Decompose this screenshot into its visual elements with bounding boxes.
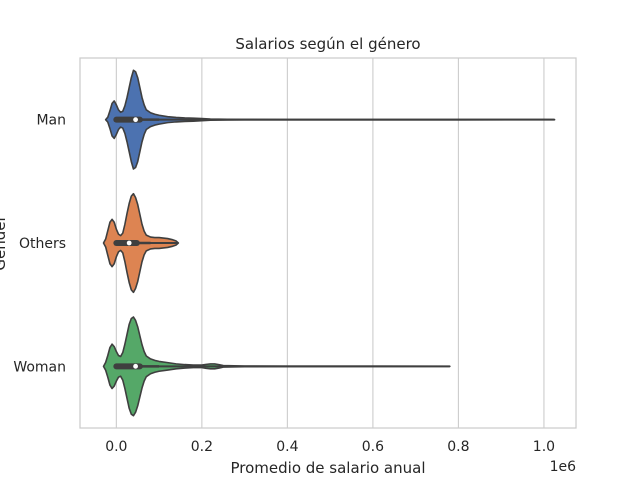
y-tick-labels: Man Others Woman xyxy=(13,113,66,376)
chart-title: Salarios según el género xyxy=(235,35,420,53)
x-tick-label: 0.8 xyxy=(447,439,469,455)
x-offset-label: 1e6 xyxy=(550,459,577,475)
grid-lines xyxy=(115,58,545,428)
median-dot xyxy=(133,117,138,123)
plot-frame xyxy=(79,57,577,429)
median-dot xyxy=(126,240,132,246)
x-tick-label: 0.6 xyxy=(362,439,384,455)
y-axis-label: Gender xyxy=(0,215,9,271)
x-axis-label: Promedio de salario anual xyxy=(231,459,426,477)
y-tick-label: Woman xyxy=(13,359,66,375)
x-tick-label: 0.4 xyxy=(276,439,298,455)
y-tick-label: Man xyxy=(36,113,66,129)
y-tick-label: Others xyxy=(19,236,66,252)
x-tick-labels: 0.0 0.2 0.4 0.6 0.8 1.0 xyxy=(105,439,555,455)
median-dot xyxy=(133,363,138,369)
x-tick-label: 0.2 xyxy=(191,439,213,455)
x-tick-label: 1.0 xyxy=(533,439,555,455)
violins xyxy=(102,69,556,417)
x-tick-label: 0.0 xyxy=(105,439,127,455)
